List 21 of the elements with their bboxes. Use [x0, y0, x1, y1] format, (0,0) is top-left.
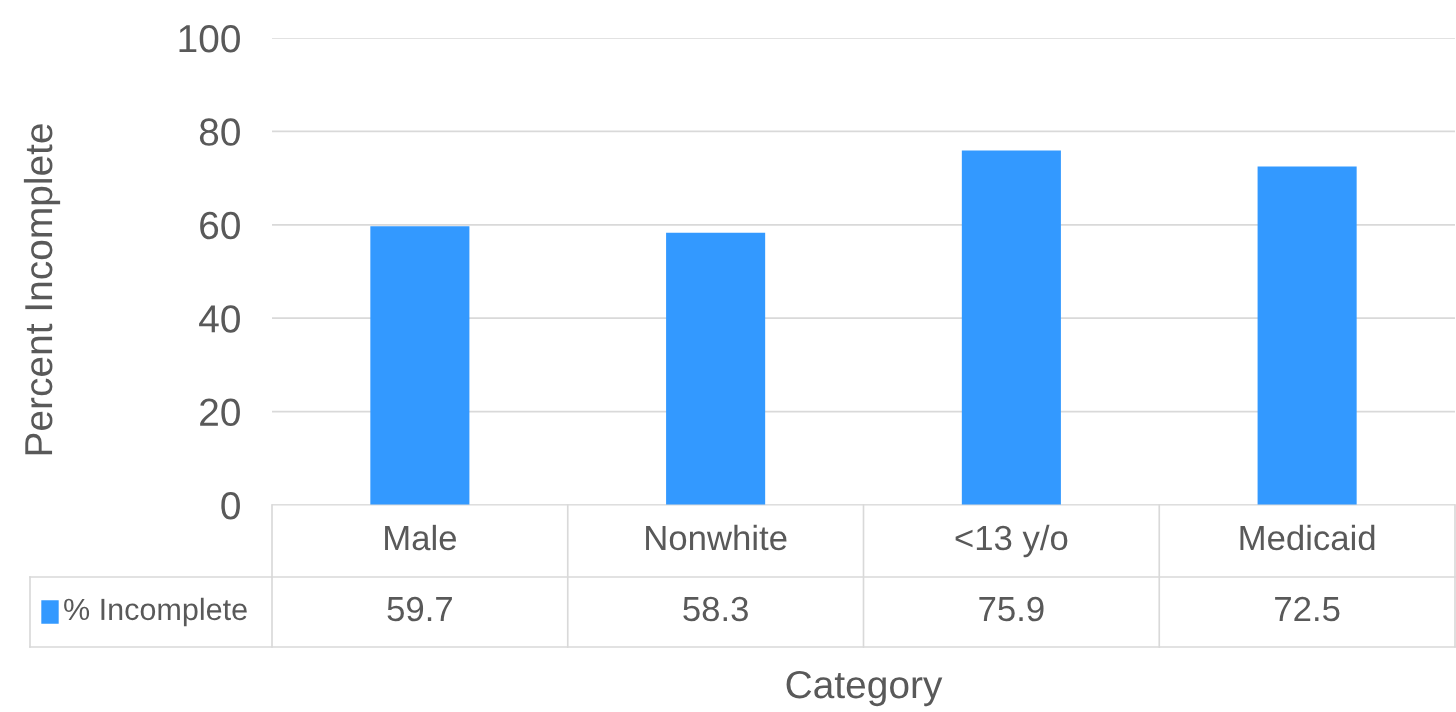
bar [666, 232, 766, 505]
x-tick-label: <13 y/o [955, 524, 1068, 558]
x-tick-label: Male [385, 524, 456, 551]
bar [370, 226, 470, 505]
legend-label: % Incomplete [64, 597, 247, 627]
y-tick-label: 60 [200, 211, 240, 240]
y-tick-label: 20 [200, 398, 240, 427]
data-label: 75.9 [979, 596, 1044, 622]
bar [961, 150, 1061, 505]
data-label: 72.5 [1275, 596, 1340, 622]
y-tick-label: 40 [199, 305, 240, 333]
y-axis-title: Percent Incomplete [23, 124, 61, 455]
x-axis-title: Category [786, 670, 943, 707]
x-tick-label: Nonwhite [646, 524, 787, 551]
bar [1257, 166, 1357, 505]
y-tick-label: 80 [199, 118, 240, 146]
x-tick-label: Medicaid [1240, 524, 1375, 551]
y-tick-label: 100 [179, 24, 240, 53]
y-tick-label: 0 [221, 491, 240, 520]
data-label: 58.3 [683, 596, 748, 622]
data-label: 59.7 [387, 596, 452, 622]
